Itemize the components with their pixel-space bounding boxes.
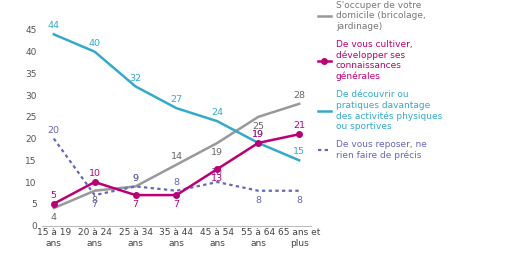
S'occuper de votre
domicile (bricolage,
jardinage) bbox=[255, 115, 262, 119]
De vous cultiver,
développer ses
connaissances
générales bbox=[173, 193, 180, 197]
S'occuper de votre
domicile (bricolage,
jardinage) bbox=[91, 189, 98, 192]
De vous reposer, ne
rien faire de précis bbox=[51, 137, 57, 140]
De vous reposer, ne
rien faire de précis bbox=[255, 189, 262, 192]
De vous reposer, ne
rien faire de précis bbox=[214, 180, 221, 184]
De vous reposer, ne
rien faire de précis bbox=[296, 189, 302, 192]
S'occuper de votre
domicile (bricolage,
jardinage) bbox=[132, 185, 139, 188]
Text: 8: 8 bbox=[92, 196, 98, 205]
Text: 25: 25 bbox=[252, 122, 264, 131]
De découvrir ou
pratiques davantage
des activités physiques
ou sportives bbox=[51, 33, 57, 36]
Text: 19: 19 bbox=[252, 130, 264, 139]
Text: 32: 32 bbox=[130, 74, 142, 82]
Text: 8: 8 bbox=[255, 196, 261, 205]
Text: 19: 19 bbox=[211, 148, 223, 157]
Text: 24: 24 bbox=[211, 108, 223, 117]
Line: De vous reposer, ne
rien faire de précis: De vous reposer, ne rien faire de précis bbox=[54, 139, 299, 195]
De vous cultiver,
développer ses
connaissances
générales bbox=[296, 133, 302, 136]
Text: 7: 7 bbox=[92, 200, 98, 209]
Text: 27: 27 bbox=[170, 95, 183, 104]
Line: S'occuper de votre
domicile (bricolage,
jardinage): S'occuper de votre domicile (bricolage, … bbox=[54, 104, 299, 208]
Text: 28: 28 bbox=[293, 91, 305, 100]
S'occuper de votre
domicile (bricolage,
jardinage) bbox=[214, 141, 221, 145]
Text: 20: 20 bbox=[48, 126, 60, 135]
Text: 8: 8 bbox=[173, 178, 180, 187]
De vous reposer, ne
rien faire de précis bbox=[132, 185, 139, 188]
De vous cultiver,
développer ses
connaissances
générales bbox=[255, 141, 262, 145]
Text: 9: 9 bbox=[132, 174, 139, 183]
Line: De découvrir ou
pratiques davantage
des activités physiques
ou sportives: De découvrir ou pratiques davantage des … bbox=[54, 34, 299, 160]
De découvrir ou
pratiques davantage
des activités physiques
ou sportives bbox=[296, 159, 302, 162]
De découvrir ou
pratiques davantage
des activités physiques
ou sportives bbox=[132, 85, 139, 88]
De vous reposer, ne
rien faire de précis bbox=[173, 189, 180, 192]
S'occuper de votre
domicile (bricolage,
jardinage) bbox=[296, 102, 302, 106]
De découvrir ou
pratiques davantage
des activités physiques
ou sportives bbox=[91, 50, 98, 53]
Text: 7: 7 bbox=[173, 200, 180, 209]
Text: 4: 4 bbox=[51, 213, 57, 222]
Text: 44: 44 bbox=[48, 21, 60, 31]
De découvrir ou
pratiques davantage
des activités physiques
ou sportives bbox=[255, 141, 262, 145]
De vous reposer, ne
rien faire de précis bbox=[91, 193, 98, 197]
De découvrir ou
pratiques davantage
des activités physiques
ou sportives bbox=[214, 120, 221, 123]
De vous cultiver,
développer ses
connaissances
générales bbox=[51, 202, 57, 205]
De découvrir ou
pratiques davantage
des activités physiques
ou sportives bbox=[173, 106, 180, 110]
S'occuper de votre
domicile (bricolage,
jardinage) bbox=[173, 163, 180, 166]
Text: 40: 40 bbox=[89, 39, 101, 48]
De vous cultiver,
développer ses
connaissances
générales bbox=[214, 167, 221, 171]
Text: 9: 9 bbox=[132, 174, 139, 183]
De vous cultiver,
développer ses
connaissances
générales bbox=[91, 180, 98, 184]
Text: 7: 7 bbox=[132, 200, 139, 209]
Text: 21: 21 bbox=[293, 122, 305, 130]
S'occuper de votre
domicile (bricolage,
jardinage) bbox=[51, 207, 57, 210]
Text: 14: 14 bbox=[170, 152, 183, 161]
Text: 10: 10 bbox=[89, 169, 101, 178]
Text: 10: 10 bbox=[211, 168, 223, 177]
De vous cultiver,
développer ses
connaissances
générales bbox=[132, 193, 139, 197]
Text: 5: 5 bbox=[51, 191, 57, 200]
Text: 19: 19 bbox=[252, 130, 264, 139]
Legend: S'occuper de votre
domicile (bricolage,
jardinage), De vous cultiver,
développer: S'occuper de votre domicile (bricolage, … bbox=[314, 0, 446, 164]
Text: 8: 8 bbox=[296, 196, 302, 205]
Text: 13: 13 bbox=[211, 174, 223, 183]
Line: De vous cultiver,
développer ses
connaissances
générales: De vous cultiver, développer ses connais… bbox=[51, 131, 302, 207]
Text: 15: 15 bbox=[293, 147, 305, 156]
